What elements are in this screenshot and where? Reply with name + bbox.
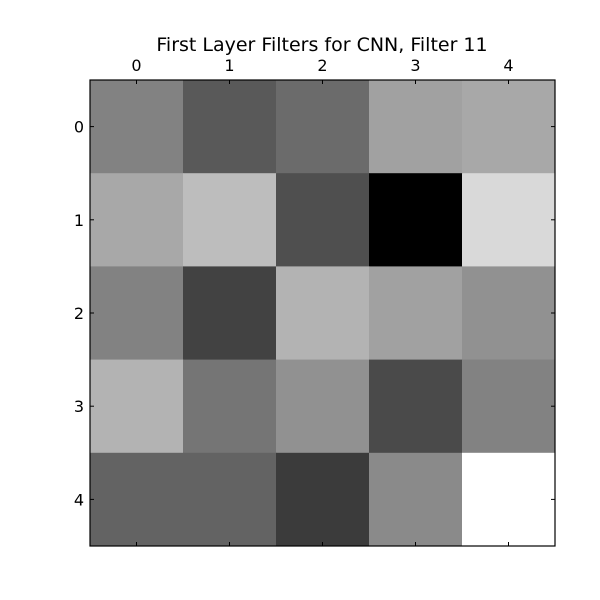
heatmap-cell-r0-c2	[276, 80, 370, 174]
x-tick-label-4: 4	[503, 56, 513, 75]
heatmap-cell-r3-c3	[369, 359, 463, 454]
y-tick-label-4: 4	[74, 490, 84, 509]
heatmap-cell-r4-c3	[369, 452, 463, 547]
heatmap-cell-r3-c4	[462, 359, 556, 454]
heatmap-cell-r2-c1	[183, 266, 277, 361]
x-tick-label-2: 2	[317, 56, 327, 75]
heatmap-cell-r0-c3	[369, 80, 463, 174]
heatmap-cell-r4-c4	[462, 452, 556, 547]
y-tick-label-3: 3	[74, 397, 84, 416]
heatmap-cell-r0-c4	[462, 80, 556, 174]
y-tick-labels: 0 1 2 3 4	[74, 118, 84, 510]
heatmap-cell-r0-c1	[183, 80, 277, 174]
heatmap-cell-r1-c1	[183, 173, 277, 267]
x-tick-label-1: 1	[224, 56, 234, 75]
heatmap-cell-r3-c2	[276, 359, 370, 454]
chart-title: First Layer Filters for CNN, Filter 11	[156, 34, 487, 56]
heatmap-cell-r2-c0	[90, 266, 184, 361]
heatmap-cell-r2-c2	[276, 266, 370, 361]
heatmap-cells	[90, 80, 556, 547]
heatmap-cell-r3-c0	[90, 359, 184, 454]
heatmap-cell-r2-c4	[462, 266, 556, 361]
y-tick-label-0: 0	[74, 118, 84, 137]
heatmap-cell-r1-c4	[462, 173, 556, 267]
heatmap-cell-r4-c2	[276, 452, 370, 547]
heatmap-cell-r4-c0	[90, 452, 184, 547]
x-tick-label-3: 3	[410, 56, 420, 75]
heatmap-cell-r1-c2	[276, 173, 370, 267]
heatmap-cell-r2-c3	[369, 266, 463, 361]
heatmap-cell-r1-c3	[369, 173, 463, 267]
heatmap-cell-r1-c0	[90, 173, 184, 267]
heatmap-cell-r0-c0	[90, 80, 184, 174]
axis-ticks	[90, 80, 555, 546]
heatmap-cell-r4-c1	[183, 452, 277, 547]
y-tick-label-2: 2	[74, 304, 84, 323]
x-tick-labels: 0 1 2 3 4	[131, 56, 513, 75]
y-tick-label-1: 1	[74, 211, 84, 230]
x-tick-label-0: 0	[131, 56, 141, 75]
heatmap-cell-r3-c1	[183, 359, 277, 454]
